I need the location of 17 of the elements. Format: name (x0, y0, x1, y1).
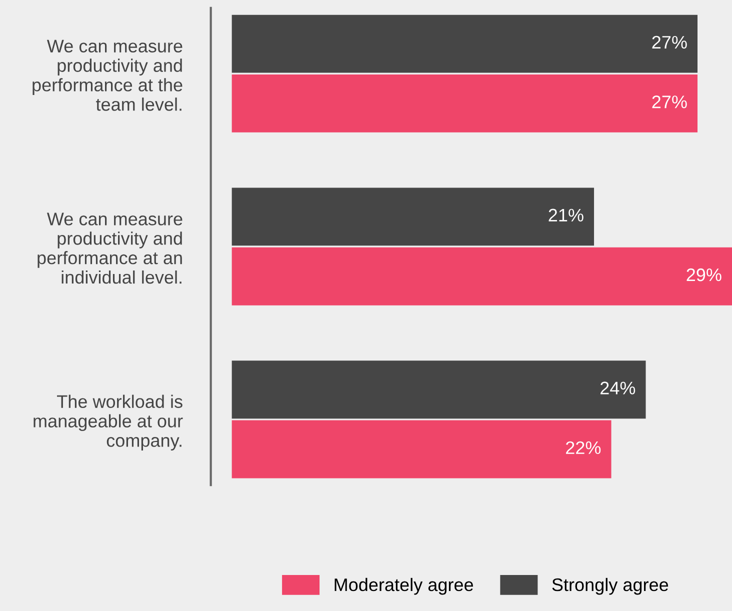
y-tick-label: We can measure productivity and performance at the team level. (32, 40, 182, 111)
data-label: 27% (652, 36, 687, 49)
data-label: 29% (686, 268, 722, 282)
data-label: 24% (600, 382, 636, 394)
y-tick-label: The workload is manageable at our company. (34, 394, 183, 450)
data-label: 27% (652, 96, 687, 108)
data-label: 21% (548, 208, 584, 222)
bar (232, 188, 594, 246)
bar (232, 14, 698, 73)
bar (232, 360, 646, 419)
bar (232, 74, 698, 132)
bar (232, 247, 732, 306)
bar (232, 420, 612, 478)
data-label: 22% (566, 441, 601, 454)
legend-label: Strongly agree (552, 578, 668, 595)
legend-label: Moderately agree (334, 578, 474, 595)
y-tick-label: We can measure productivity and performance at an individual level. (38, 212, 182, 284)
